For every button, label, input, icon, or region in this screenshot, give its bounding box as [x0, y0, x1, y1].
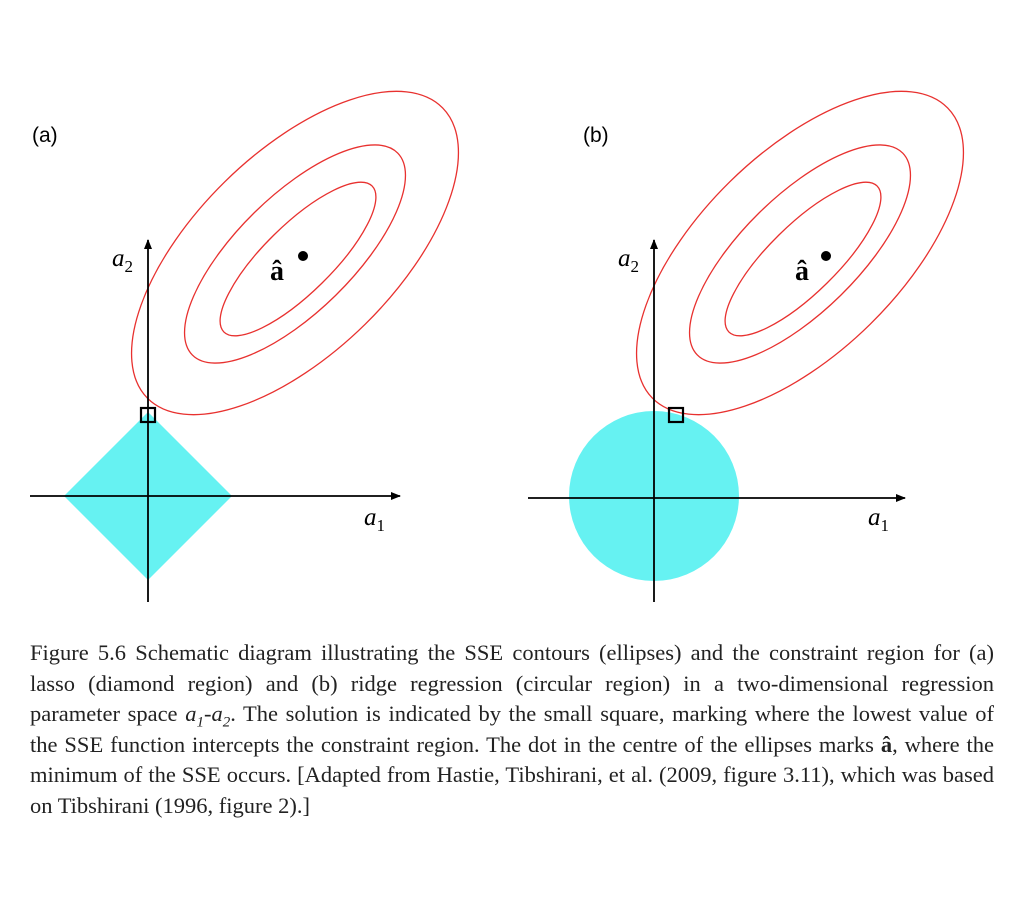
minimum-dot	[821, 251, 831, 261]
sse-contours-a	[130, 90, 460, 416]
a1-axis-label: a1	[868, 504, 889, 535]
caption-text: . The solution is indicated by the small…	[30, 701, 995, 757]
schematic-figure: (a) a2 a1 â (b)	[30, 90, 965, 602]
caption-param-a2: a2	[211, 701, 231, 731]
figure-area: (a) a2 a1 â (b)	[30, 90, 965, 602]
figure-caption: Figure 5.6 Schematic diagram illustratin…	[30, 638, 994, 821]
caption-dash: -	[203, 701, 212, 726]
minimum-label: â	[795, 256, 809, 287]
panel-b-label: (b)	[583, 124, 609, 147]
sse-contours-b	[635, 90, 965, 416]
solution-square	[667, 406, 685, 424]
sse-contour-outer	[130, 90, 460, 416]
panel-b: (b) a2 a1 â	[528, 90, 965, 602]
sse-contour-middle	[688, 144, 912, 364]
panel-a-label: (a)	[32, 124, 58, 147]
minimum-dot	[298, 251, 308, 261]
a1-axis-label: a1	[364, 504, 385, 535]
minimum-label: â	[270, 256, 284, 287]
panel-a: (a) a2 a1 â	[30, 90, 460, 602]
a2-axis-label: a2	[112, 245, 133, 276]
sse-contour-inner	[219, 181, 377, 337]
caption-text: Figure 5.6 Schematic diagram illustratin…	[30, 640, 994, 726]
sse-contour-middle	[183, 144, 407, 364]
solution-square	[139, 406, 157, 424]
caption-ahat: â	[880, 731, 893, 757]
a2-axis-label: a2	[618, 245, 639, 276]
caption-text: , where the minimum of the SSE occurs. […	[30, 731, 995, 818]
sse-contour-inner	[724, 181, 882, 337]
sse-contour-outer	[635, 90, 965, 416]
caption-param-a1: a1	[185, 701, 204, 731]
